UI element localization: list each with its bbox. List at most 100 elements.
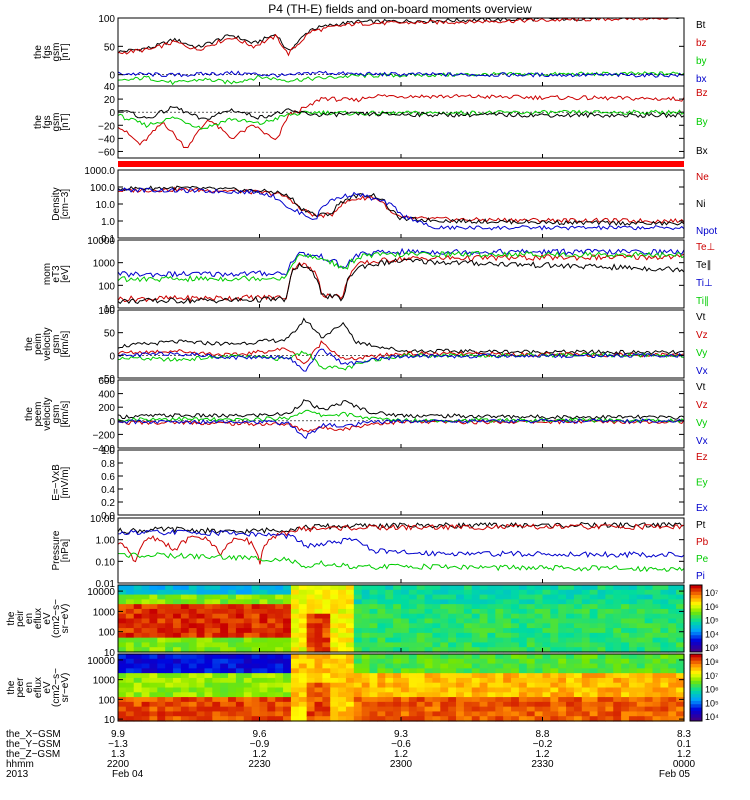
heatmap-cell (424, 599, 434, 605)
heatmap-cell (448, 697, 457, 703)
heatmap-cell (353, 706, 363, 713)
heatmap-cell (644, 632, 654, 639)
heatmap-cell (306, 642, 316, 648)
heatmap-cell (393, 687, 402, 693)
heatmap-cell (401, 613, 410, 620)
y-tick-label: 0.10 (96, 557, 116, 568)
heatmap-cell (314, 663, 323, 669)
heatmap-cell (165, 642, 174, 648)
heatmap-cell (361, 687, 371, 693)
heatmap-cell (298, 599, 308, 605)
heatmap-cell (220, 706, 229, 713)
heatmap-cell (558, 668, 567, 674)
y-tick-label: 0.1 (101, 234, 115, 245)
heatmap-cell (566, 594, 575, 600)
colorbar-cell (690, 618, 702, 623)
heatmap-cell (377, 654, 386, 660)
heatmap-cell (235, 613, 245, 620)
heatmap-cell (463, 716, 473, 722)
heatmap-cell (306, 594, 316, 600)
heatmap-cell (456, 716, 465, 722)
heatmap-cell (267, 711, 276, 717)
heatmap-cell (471, 706, 481, 713)
heatmap-cell (589, 623, 599, 629)
heatmap-cell (220, 585, 229, 591)
heatmap-cell (165, 668, 174, 674)
heatmap-cell (448, 682, 457, 689)
heatmap-cell (377, 642, 386, 648)
heatmap-cell (212, 642, 221, 648)
panel-density: Density[cm−3]NeNiNpot1000.0100.010.01.00… (51, 166, 717, 245)
panel-ylabel: Pressure (51, 530, 62, 570)
heatmap-cell (636, 716, 646, 722)
heatmap-cell (141, 589, 151, 596)
heatmap-cell (495, 632, 504, 639)
heatmap-cell (125, 637, 135, 644)
heatmap-cell (605, 623, 614, 629)
heatmap-cell (259, 673, 268, 679)
heatmap-cell (212, 701, 221, 708)
heatmap-cell (220, 628, 229, 634)
series-line-Vx (117, 348, 685, 372)
heatmap-cell (511, 716, 520, 722)
heatmap-cell (558, 642, 567, 648)
heatmap-cell (542, 642, 551, 648)
heatmap-cell (283, 692, 292, 698)
heatmap-cell (118, 658, 127, 665)
heatmap-cell (345, 623, 355, 629)
heatmap-cell (456, 594, 465, 600)
series-line-Te∥ (117, 258, 685, 305)
heatmap-cell (550, 604, 559, 610)
y-tick-label: 0.0 (101, 511, 115, 522)
heatmap-cell (463, 663, 473, 669)
heatmap-cell (652, 658, 662, 665)
heatmap-cell (165, 628, 174, 634)
heatmap-cell (440, 628, 449, 634)
heatmap-cell (125, 706, 135, 713)
heatmap-cell (456, 647, 465, 653)
heatmap-cell (361, 594, 371, 600)
heatmap-cell (613, 687, 622, 693)
heatmap-cell (424, 697, 434, 703)
heatmap-cell (542, 701, 551, 708)
heatmap-cell (573, 632, 583, 639)
heatmap-cell (345, 687, 355, 693)
heatmap-cell (550, 701, 559, 708)
colorbar-cell (690, 631, 702, 636)
heatmap-cell (275, 632, 284, 639)
heatmap-cell (377, 599, 386, 605)
heatmap-cell (424, 589, 434, 596)
heatmap-cell (393, 628, 402, 634)
legend-entry: Vx (696, 436, 708, 447)
heatmap-cell (463, 608, 473, 615)
heatmap-cell (660, 628, 669, 634)
heatmap-cell (495, 701, 504, 708)
legend-entry: Npot (696, 226, 717, 237)
heatmap-cell (298, 692, 308, 698)
heatmap-cell (204, 628, 213, 634)
heatmap-cell (243, 663, 253, 669)
panel-ylabel: eflux (33, 677, 44, 698)
heatmap-cell (401, 628, 410, 634)
heatmap-cell (180, 637, 190, 644)
heatmap-cell (613, 604, 622, 610)
colorbar-cell (690, 635, 702, 640)
heatmap-cell (676, 706, 685, 713)
heatmap-cell (495, 682, 504, 689)
heatmap-cell (518, 706, 528, 713)
heatmap-cell (597, 654, 606, 660)
heatmap-cell (212, 711, 221, 717)
heatmap-cell (652, 613, 662, 620)
heatmap-cell (487, 628, 496, 634)
panel-ylabel: (cm2−s− (51, 599, 62, 638)
heatmap-cell (133, 697, 143, 703)
legend-entry: bz (696, 38, 707, 49)
heatmap-cell (173, 642, 182, 648)
heatmap-cell (298, 632, 308, 639)
plot-title: P4 (TH-E) fields and on-board moments ov… (268, 2, 532, 16)
heatmap-cell (408, 628, 418, 634)
heatmap-cell (526, 637, 536, 644)
heatmap-cell (212, 658, 221, 665)
